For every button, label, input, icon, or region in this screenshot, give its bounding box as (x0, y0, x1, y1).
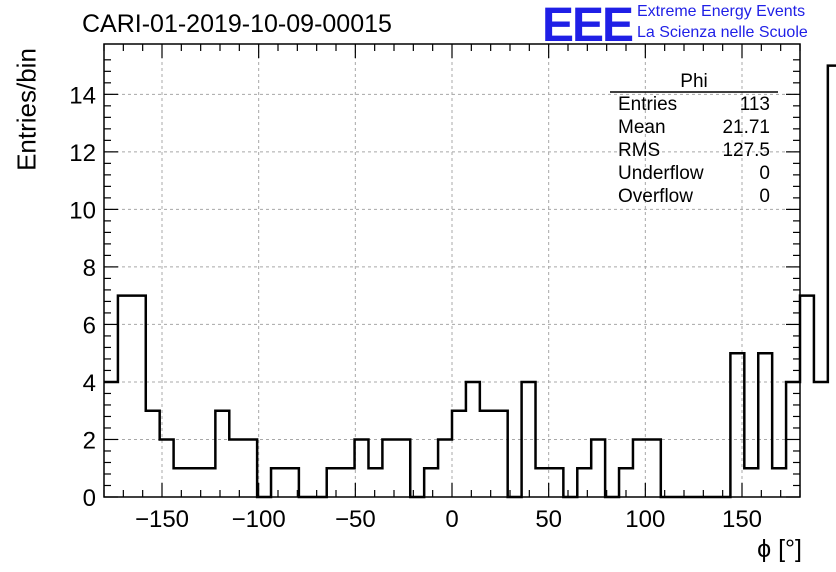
histogram-bin (327, 468, 341, 497)
histogram-bin (188, 468, 202, 497)
histogram-bin (424, 468, 438, 497)
histogram-bin (480, 411, 494, 497)
histogram-outline (104, 64, 836, 499)
stats-label: Mean (618, 117, 666, 138)
x-tick-label: −100 (232, 506, 286, 533)
x-axis-label: ϕ [°] (757, 535, 802, 563)
histogram-bin (800, 296, 814, 497)
histogram-bin (396, 439, 410, 497)
eee-tagline-2: La Scienza nelle Scuole (637, 24, 808, 41)
x-tick-label: −50 (335, 506, 376, 533)
histogram-bin (522, 382, 536, 497)
histogram-bin (438, 439, 452, 497)
histogram-bin (382, 439, 396, 497)
stats-value: 127.5 (722, 140, 770, 161)
stats-label: Entries (618, 94, 677, 115)
histogram-bin (577, 468, 591, 497)
x-tick-label: 150 (722, 506, 762, 533)
stats-value: 113 (740, 94, 770, 115)
histogram-bin (647, 439, 661, 497)
histogram-bars (104, 64, 836, 499)
histogram-bin (229, 439, 243, 497)
histogram-bin (146, 411, 160, 497)
histogram-bin (744, 468, 758, 497)
stats-value: 21.71 (722, 117, 770, 138)
histogram-bin (536, 468, 550, 497)
stats-value: 0 (759, 186, 770, 207)
x-axis-ticks: −150 −100 −50 0 50 100 150 (103, 44, 801, 533)
stats-label: Underflow (618, 163, 704, 184)
histogram-bin (368, 468, 382, 497)
y-tick-label: 6 (83, 312, 96, 339)
y-tick-label: 0 (83, 485, 96, 512)
histogram-bin (814, 382, 828, 497)
stats-value: 0 (759, 163, 770, 184)
histogram-bin (591, 439, 605, 497)
stats-label: Overflow (618, 186, 693, 207)
stats-title: Phi (680, 71, 707, 92)
histogram-bin (118, 296, 132, 497)
eee-tagline-1: Extreme Energy Events (637, 3, 806, 20)
y-axis-ticks: 0 2 4 6 8 10 12 14 (69, 59, 800, 512)
histogram-bin (772, 468, 786, 497)
x-tick-label: 0 (445, 506, 458, 533)
histogram-bin (174, 468, 188, 497)
histogram-bin (243, 439, 257, 497)
y-tick-label: 12 (69, 140, 96, 167)
x-tick-label: −150 (135, 506, 189, 533)
y-tick-label: 10 (69, 197, 96, 224)
histogram-bin (355, 439, 369, 497)
y-tick-label: 8 (83, 255, 96, 282)
histogram-bin (452, 411, 466, 497)
histogram-bin (758, 353, 772, 497)
histogram-bin (215, 411, 229, 497)
histogram-bin (341, 468, 355, 497)
y-tick-label: 4 (83, 370, 96, 397)
histogram-bin (549, 468, 563, 497)
histogram-bin (494, 411, 508, 497)
histogram-bin (201, 468, 215, 497)
y-tick-label: 14 (69, 82, 96, 109)
histogram-bin (132, 296, 146, 497)
y-tick-label: 2 (83, 427, 96, 454)
x-tick-label: 50 (535, 506, 562, 533)
chart-title: CARI-01-2019-10-09-00015 (82, 10, 392, 38)
stats-label: RMS (618, 140, 660, 161)
x-tick-label: 100 (625, 506, 665, 533)
